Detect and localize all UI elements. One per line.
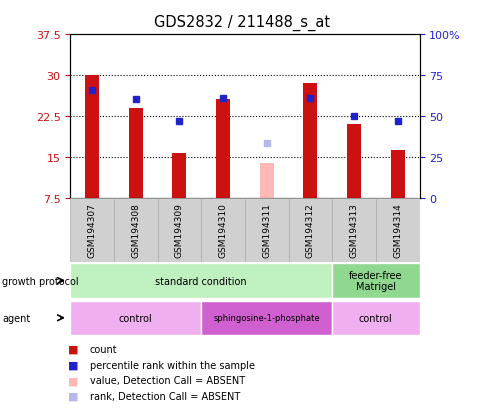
Bar <box>172 154 186 198</box>
Bar <box>129 109 142 198</box>
Bar <box>332 198 375 262</box>
Text: GSM194308: GSM194308 <box>131 203 140 258</box>
Text: GSM194310: GSM194310 <box>218 203 227 258</box>
Text: ■: ■ <box>68 375 78 385</box>
Bar <box>332 264 419 298</box>
Bar <box>375 198 419 262</box>
Bar <box>347 125 360 198</box>
Bar <box>157 198 201 262</box>
Text: ■: ■ <box>68 344 78 354</box>
Text: ■: ■ <box>68 391 78 401</box>
Text: GSM194307: GSM194307 <box>88 203 96 258</box>
Text: rank, Detection Call = ABSENT: rank, Detection Call = ABSENT <box>90 391 240 401</box>
Bar <box>390 151 404 198</box>
Text: percentile rank within the sample: percentile rank within the sample <box>90 360 254 370</box>
Text: agent: agent <box>2 313 30 323</box>
Bar <box>85 75 99 198</box>
Text: sphingosine-1-phosphate: sphingosine-1-phosphate <box>213 313 319 323</box>
Bar <box>332 301 419 335</box>
Text: GSM194311: GSM194311 <box>262 203 271 258</box>
Bar <box>216 100 229 198</box>
Text: GSM194309: GSM194309 <box>175 203 183 258</box>
Text: GSM194312: GSM194312 <box>305 203 314 258</box>
Bar <box>70 198 114 262</box>
Bar <box>114 198 157 262</box>
Bar <box>303 83 317 198</box>
Text: ■: ■ <box>68 360 78 370</box>
Bar <box>201 301 332 335</box>
Text: count: count <box>90 344 117 354</box>
Text: GDS2832 / 211488_s_at: GDS2832 / 211488_s_at <box>154 14 330 31</box>
Text: control: control <box>358 313 392 323</box>
Text: GSM194313: GSM194313 <box>349 203 358 258</box>
Bar <box>259 164 273 198</box>
Text: feeder-free
Matrigel: feeder-free Matrigel <box>348 270 402 292</box>
Text: value, Detection Call = ABSENT: value, Detection Call = ABSENT <box>90 375 244 385</box>
Bar <box>70 264 332 298</box>
Bar <box>244 198 288 262</box>
Text: GSM194314: GSM194314 <box>393 203 401 258</box>
Text: standard condition: standard condition <box>155 276 246 286</box>
Text: growth protocol: growth protocol <box>2 276 79 286</box>
Bar <box>288 198 332 262</box>
Text: control: control <box>119 313 152 323</box>
Bar <box>70 301 201 335</box>
Bar <box>201 198 244 262</box>
